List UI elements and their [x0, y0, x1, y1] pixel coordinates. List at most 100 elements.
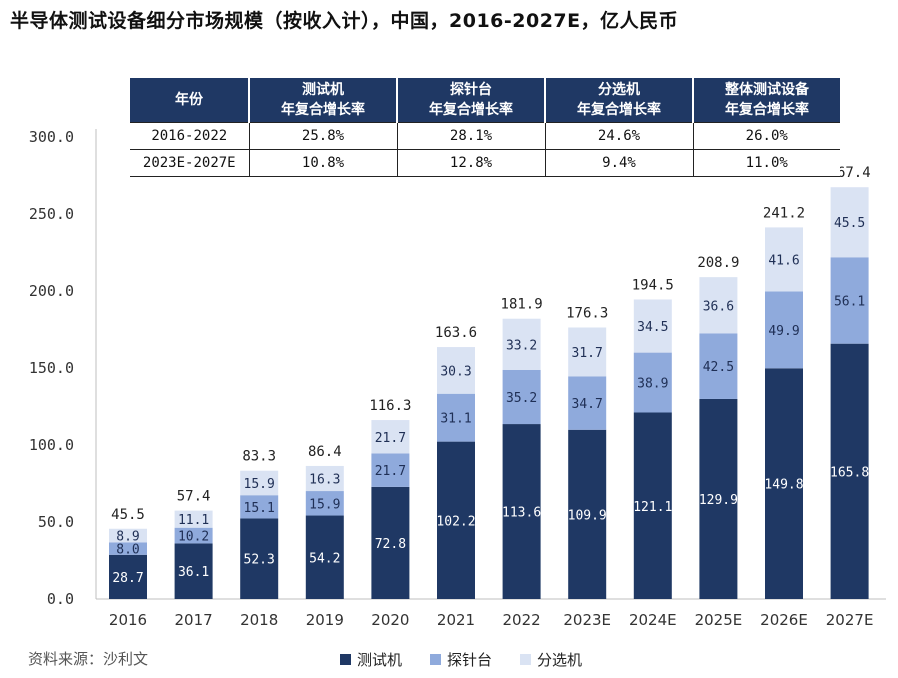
- bar-value-label: 35.2: [506, 391, 537, 406]
- table-header-cell: 分选机 年复合增长率: [544, 78, 693, 123]
- table-header-cell: 测试机 年复合增长率: [248, 78, 397, 123]
- bar-total-label: 116.3: [369, 398, 411, 414]
- bar-segment: [699, 277, 738, 334]
- bar-segment: [568, 376, 607, 430]
- bar-segment: [109, 554, 147, 599]
- bar-segment: [109, 528, 147, 543]
- bar-value-label: 30.3: [440, 364, 471, 379]
- y-tick-label: 150.0: [29, 359, 74, 377]
- table-cell: 12.8%: [396, 149, 545, 177]
- bar-total-label: 176.3: [566, 305, 608, 321]
- bar-segment: [568, 327, 607, 377]
- bar-segment: [633, 299, 672, 353]
- legend-swatch: [520, 654, 532, 665]
- bar-total-label: 163.6: [435, 325, 477, 341]
- bar-value-label: 15.1: [244, 501, 275, 516]
- table-header-row: 年份 测试机 年复合增长率 探针台 年复合增长率 分选机 年复合增长率 整体测试设备 年…: [130, 78, 840, 123]
- bar-value-label: 38.9: [637, 377, 668, 392]
- table-row: 2023E-2027E 10.8% 12.8% 9.4% 11.0%: [130, 149, 840, 177]
- y-tick-label: 300.0: [29, 128, 74, 146]
- bar-total-label: 194.5: [632, 277, 674, 293]
- table-cell: 25.8%: [248, 122, 397, 150]
- bar-value-label: 8.9: [116, 530, 139, 545]
- y-tick-label: 200.0: [29, 282, 74, 300]
- table-cell: 9.4%: [544, 149, 693, 177]
- table-cell: 11.0%: [692, 149, 840, 177]
- bar-value-label: 33.2: [506, 338, 537, 353]
- bar-total-label: 241.2: [763, 205, 805, 221]
- bar-value-label: 28.7: [112, 571, 143, 586]
- bar-segment: [371, 420, 410, 454]
- bar-segment: [174, 543, 213, 599]
- bar-value-label: 149.8: [764, 478, 803, 493]
- x-tick-label: 2027E: [826, 611, 874, 629]
- y-tick-label: 100.0: [29, 436, 74, 454]
- bar-value-label: 45.5: [834, 216, 865, 231]
- table-header-cell: 年份: [130, 78, 249, 123]
- bar-value-label: 36.1: [178, 565, 209, 580]
- bar-segment: [830, 187, 869, 258]
- legend-label: 探针台: [447, 651, 493, 669]
- bar-value-label: 15.9: [309, 497, 340, 512]
- bar-total-label: 83.3: [242, 449, 276, 465]
- table-body: 2016-2022 25.8% 28.1% 24.6% 26.0% 2023E-2027E…: [130, 122, 840, 177]
- bar-segment: [765, 368, 803, 599]
- bar-total-label: 45.5: [111, 507, 145, 523]
- x-tick-label: 2017: [175, 611, 213, 629]
- chart-legend: 测试机 探针台 分选机: [340, 649, 582, 670]
- table-cell: 28.1%: [396, 122, 545, 150]
- bar-value-label: 54.2: [309, 551, 340, 566]
- bar-value-label: 34.7: [572, 397, 603, 412]
- bar-value-label: 102.2: [436, 514, 475, 529]
- bar-value-label: 15.9: [244, 477, 275, 492]
- bar-segment: [109, 542, 147, 555]
- bar-value-label: 41.6: [768, 253, 799, 268]
- table-cell: 24.6%: [544, 122, 693, 150]
- y-tick-label: 0.0: [47, 590, 74, 608]
- bar-value-label: 34.5: [637, 320, 668, 335]
- bar-segment: [502, 318, 541, 370]
- bar-segment: [568, 429, 607, 599]
- bar-value-label: 42.5: [703, 360, 734, 375]
- bar-total-label: 57.4: [177, 489, 211, 505]
- bar-segment: [371, 453, 410, 487]
- table-header-cell: 探针台 年复合增长率: [396, 78, 545, 123]
- legend-item: 分选机: [520, 649, 582, 670]
- bar-segment: [633, 412, 672, 599]
- x-tick-label: 2016: [109, 611, 147, 629]
- bar-segment: [240, 470, 279, 496]
- bar-value-label: 21.7: [375, 464, 406, 479]
- bar-value-label: 49.9: [768, 324, 799, 339]
- y-tick-label: 250.0: [29, 205, 74, 223]
- legend-item: 测试机: [340, 649, 402, 670]
- bar-segment: [305, 491, 344, 516]
- source-note: 资料来源：沙利文: [28, 650, 149, 668]
- bar-value-label: 8.0: [116, 543, 139, 558]
- bar-value-label: 56.1: [834, 294, 865, 309]
- bar-value-label: 36.6: [703, 299, 734, 314]
- bar-value-label: 52.3: [244, 553, 275, 568]
- table-cell: 2023E-2027E: [130, 149, 249, 177]
- x-tick-label: 2024E: [629, 611, 677, 629]
- bar-segment: [240, 518, 279, 599]
- bar-segment: [765, 291, 803, 369]
- bar-segment: [437, 441, 475, 599]
- bar-value-label: 31.1: [440, 412, 471, 427]
- bar-value-label: 16.3: [309, 472, 340, 487]
- x-tick-label: 2018: [240, 611, 278, 629]
- bar-segment: [305, 465, 344, 492]
- bar-value-label: 121.1: [633, 500, 672, 515]
- bar-segment: [305, 515, 344, 599]
- bar-value-label: 31.7: [572, 346, 603, 361]
- bar-total-label: 86.4: [308, 444, 342, 460]
- bar-segment: [502, 424, 541, 599]
- bar-value-label: 165.8: [830, 465, 869, 480]
- bar-segment: [699, 398, 738, 599]
- bar-segment: [174, 527, 213, 544]
- bar-value-label: 10.2: [178, 530, 209, 545]
- x-tick-label: 2026E: [760, 611, 808, 629]
- legend-item: 探针台: [430, 649, 492, 670]
- legend-swatch: [430, 654, 442, 665]
- x-tick-label: 2023E: [563, 611, 611, 629]
